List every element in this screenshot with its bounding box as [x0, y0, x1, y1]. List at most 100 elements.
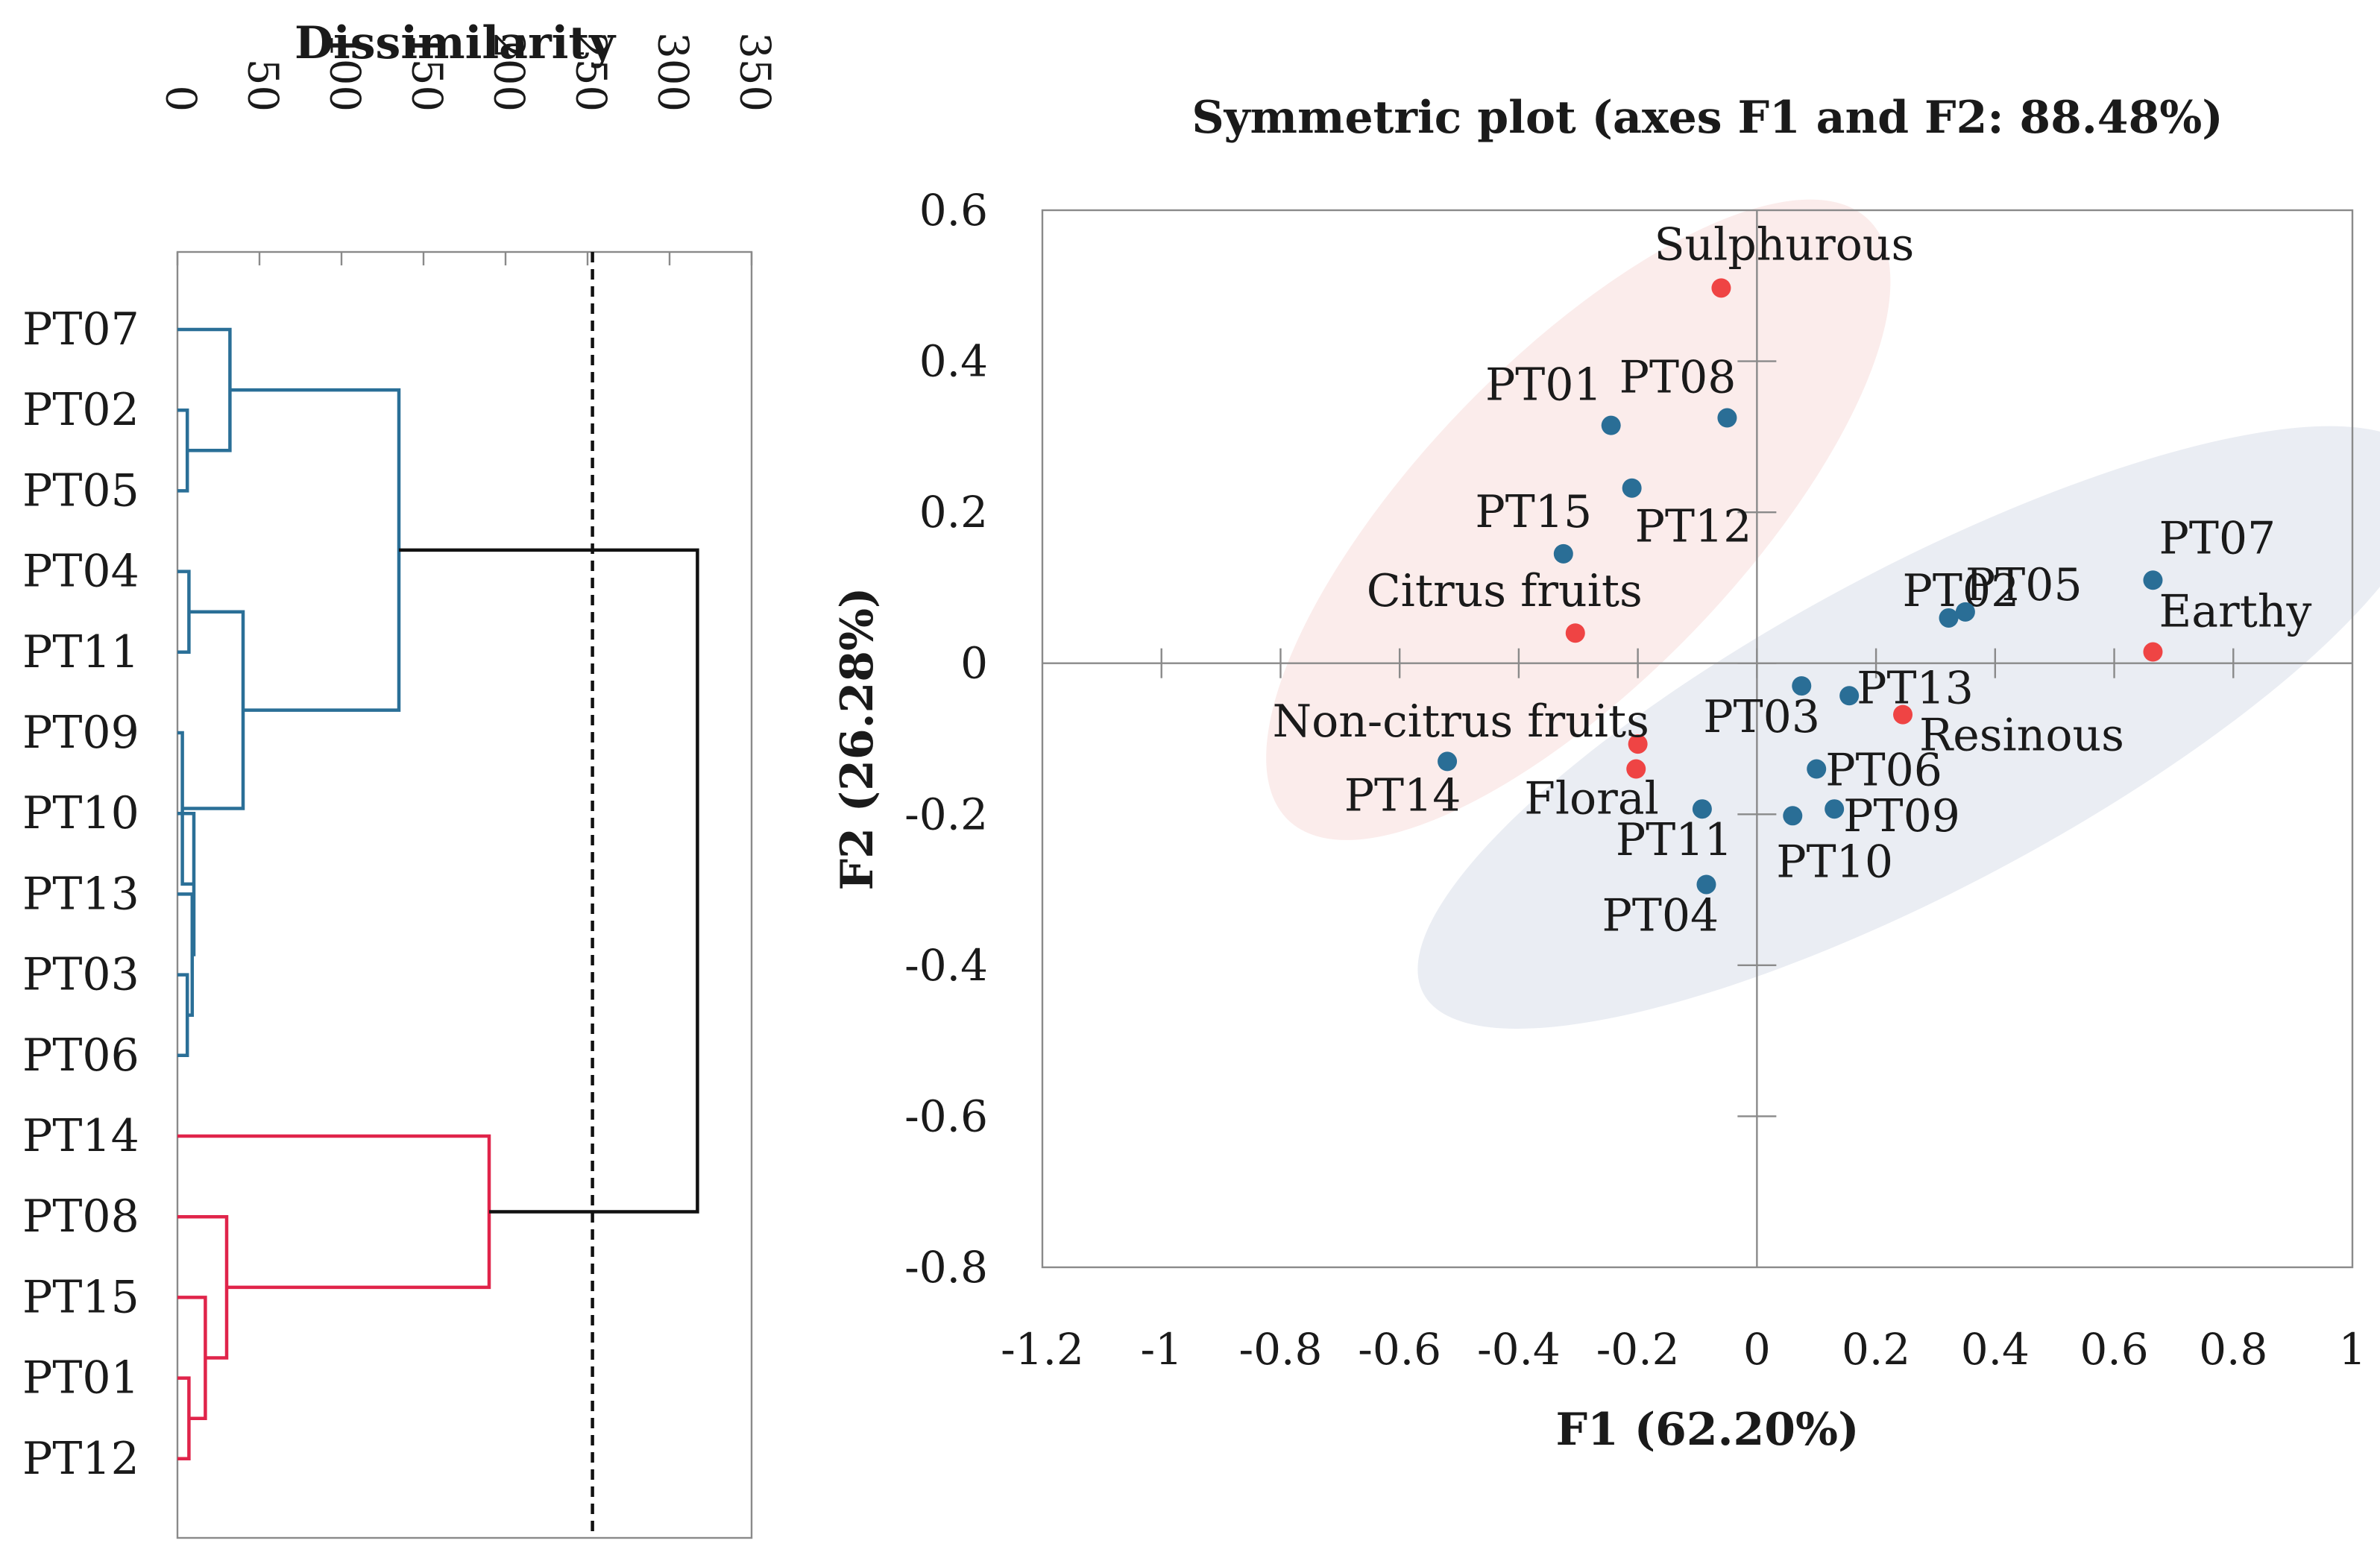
leaf-label: PT02 [22, 384, 139, 436]
x-axis-label: F1 (62.20%) [1556, 1404, 1860, 1456]
descriptor-point [1565, 623, 1585, 643]
sample-point [1553, 543, 1573, 564]
sample-label: PT06 [1825, 745, 1942, 797]
dendrogram-tick-label: 50 [239, 59, 287, 112]
sample-label: PT01 [1485, 359, 1602, 411]
dendrogram-tick-label: 200 [485, 32, 533, 112]
sample-point [1438, 751, 1458, 772]
leaf-label: PT09 [22, 707, 139, 759]
sample-point [1622, 478, 1642, 498]
x-tick-label: 0.2 [1842, 1324, 1910, 1375]
leaf-label: PT13 [22, 868, 139, 920]
sample-point [1825, 799, 1845, 819]
descriptor-point [2143, 642, 2163, 662]
red-cluster-ellipse [1266, 199, 1891, 840]
sample-label: PT09 [1843, 790, 1960, 842]
dendrogram-link [177, 892, 195, 1017]
dendrogram-link [399, 548, 699, 1214]
x-tick-label: 0.6 [2080, 1324, 2148, 1375]
dendrogram-tick-label: 250 [567, 32, 615, 112]
sample-point [1807, 759, 1827, 779]
x-tick-label: -1 [1140, 1324, 1183, 1375]
sample-label: PT03 [1703, 691, 1820, 743]
leaf-label: PT15 [22, 1271, 139, 1323]
symmetric-plot-chart: Symmetric plot (axes F1 and F2: 88.48%) -… [831, 92, 2380, 1456]
descriptor-label: Non-citrus fruits [1273, 696, 1649, 748]
leaf-label: PT03 [22, 949, 139, 1001]
leaf-label: PT06 [22, 1029, 139, 1082]
leaf-label: PT08 [22, 1191, 139, 1243]
sample-label: PT12 [1635, 501, 1752, 553]
y-tick-label: -0.4 [904, 940, 988, 991]
sample-label: PT05 [1965, 559, 2082, 611]
sample-label: PT15 [1475, 486, 1592, 538]
x-tick-label: -1.2 [1001, 1324, 1084, 1375]
y-tick-label: -0.8 [904, 1242, 988, 1293]
dendrogram-link [177, 408, 189, 493]
dendrogram-link [182, 610, 245, 810]
sample-label: PT13 [1857, 662, 1974, 714]
descriptor-point [1711, 278, 1731, 298]
y-tick-label: 0 [960, 638, 988, 689]
sample-point [1601, 415, 1621, 435]
dendrogram-title: Dissimilarity [295, 17, 617, 69]
descriptor-label: Resinous [1919, 710, 2124, 762]
descriptor-label: Floral [1524, 773, 1659, 825]
y-tick-label: 0.6 [919, 185, 988, 236]
dendrogram-link [177, 973, 189, 1058]
x-tick-label: 0.8 [2199, 1324, 2267, 1375]
y-axis-label: F2 (26.28%) [831, 587, 884, 891]
scatter-title: Symmetric plot (axes F1 and F2: 88.48%) [1191, 92, 2223, 144]
y-tick-label: -0.2 [904, 789, 988, 839]
leaf-label: PT10 [22, 787, 139, 839]
leaf-label: PT05 [22, 464, 139, 517]
dendrogram-link [177, 1134, 491, 1290]
y-tick-label: 0.4 [919, 336, 988, 387]
leaf-label: PT11 [22, 626, 139, 678]
descriptor-label: Earthy [2159, 586, 2311, 638]
sample-point [2143, 570, 2163, 590]
dendrogram-tick-label: 150 [403, 32, 451, 112]
sample-label: PT10 [1776, 836, 1893, 888]
x-tick-label: 1 [2339, 1324, 2367, 1375]
descriptor-point [1893, 704, 1913, 725]
leaf-label: PT04 [22, 546, 139, 598]
descriptor-point [1626, 759, 1646, 779]
sample-label: PT04 [1602, 889, 1719, 942]
dendrogram-tick-label: 350 [731, 32, 779, 112]
sample-point [1955, 602, 1975, 622]
dendrogram-tick-label: 100 [321, 32, 369, 112]
dendrogram-chart: Dissimilarity 0 50 100 150 200 250 300 350 PT07 PT… [22, 17, 779, 1539]
leaf-label: PT07 [22, 303, 139, 356]
y-tick-label: 0.2 [919, 487, 988, 537]
blue-cluster-ellipse [1417, 426, 2380, 1029]
dendrogram-link [177, 1376, 191, 1461]
x-tick-label: -0.6 [1358, 1324, 1441, 1375]
descriptor-label: Citrus fruits [1367, 565, 1643, 617]
x-tick-label: -0.8 [1239, 1324, 1323, 1375]
dendrogram-tick-label: 300 [649, 32, 697, 112]
dendrogram-link [177, 327, 232, 452]
sample-point [1783, 806, 1803, 826]
dendrogram-link [177, 1214, 229, 1360]
sample-point [1696, 874, 1716, 895]
plot-frame [1041, 209, 2354, 1269]
dendrogram-link [177, 1296, 207, 1420]
descriptor-point [1628, 734, 1648, 754]
leaf-label: PT12 [22, 1433, 139, 1485]
sample-point [1717, 408, 1737, 428]
leaf-label: PT01 [22, 1352, 139, 1404]
dendrogram-link [177, 570, 191, 655]
y-tick-label: -0.6 [904, 1091, 988, 1141]
dendrogram-frame [176, 250, 753, 1539]
sample-point [1692, 799, 1712, 819]
sample-label: PT14 [1344, 769, 1461, 822]
dendrogram-tick-label: 0 [157, 85, 205, 112]
sample-label: PT07 [2159, 512, 2276, 564]
x-tick-label: 0 [1743, 1324, 1771, 1375]
dendrogram-link [230, 388, 401, 712]
x-tick-label: -0.4 [1477, 1324, 1561, 1375]
sample-point [1839, 686, 1860, 706]
descriptor-label: Sulphurous [1654, 218, 1914, 271]
